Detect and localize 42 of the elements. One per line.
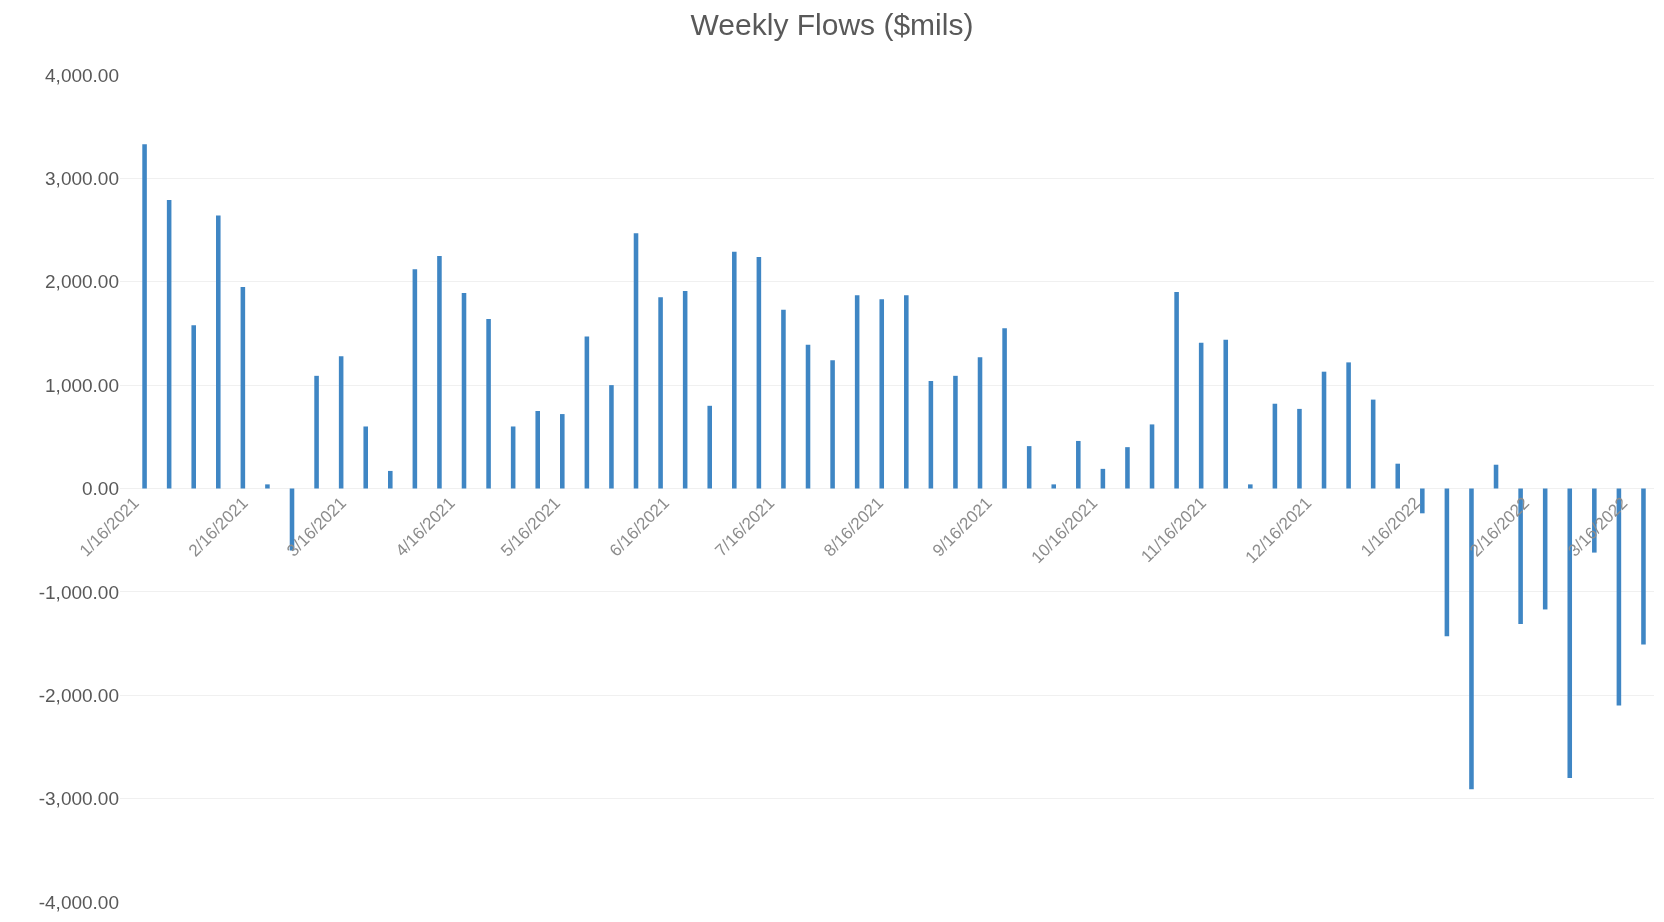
y-tick-label: 2,000.00 xyxy=(45,271,119,293)
bar xyxy=(314,375,319,489)
bar xyxy=(1174,292,1179,489)
bar xyxy=(437,255,442,489)
bar xyxy=(1641,488,1646,645)
bar xyxy=(1076,440,1081,489)
bar xyxy=(1420,488,1425,514)
bar xyxy=(1297,408,1302,489)
bar xyxy=(953,375,958,489)
bar xyxy=(1346,362,1351,489)
bar xyxy=(191,325,196,489)
y-tick-label: -4,000.00 xyxy=(38,891,119,913)
y-tick-label: 3,000.00 xyxy=(45,168,119,190)
bar xyxy=(707,405,713,489)
y-tick-label: 0.00 xyxy=(82,478,119,500)
bar xyxy=(1051,484,1057,489)
bar xyxy=(363,426,368,489)
y-tick-label: 1,000.00 xyxy=(45,374,119,396)
bar xyxy=(486,318,491,489)
y-tick-label: 4,000.00 xyxy=(45,64,119,86)
y-tick-label: -1,000.00 xyxy=(38,581,119,603)
bar xyxy=(781,309,786,489)
y-tick-label: -3,000.00 xyxy=(38,788,119,810)
bar xyxy=(388,470,393,489)
bar xyxy=(879,299,885,489)
bar xyxy=(142,144,147,489)
bar xyxy=(658,297,663,489)
bar xyxy=(904,295,909,489)
bar xyxy=(1223,339,1229,489)
bar xyxy=(1248,484,1253,489)
bar xyxy=(1002,328,1007,489)
bar xyxy=(265,484,270,489)
chart-title: Weekly Flows ($mils) xyxy=(690,7,974,41)
bar xyxy=(830,360,835,489)
bar xyxy=(732,251,737,489)
bar xyxy=(1125,447,1130,489)
bar xyxy=(1395,463,1401,489)
bar xyxy=(216,215,221,489)
y-tick-label: -2,000.00 xyxy=(38,684,119,706)
bar xyxy=(535,410,541,489)
bar xyxy=(609,385,614,489)
bar xyxy=(560,414,565,489)
